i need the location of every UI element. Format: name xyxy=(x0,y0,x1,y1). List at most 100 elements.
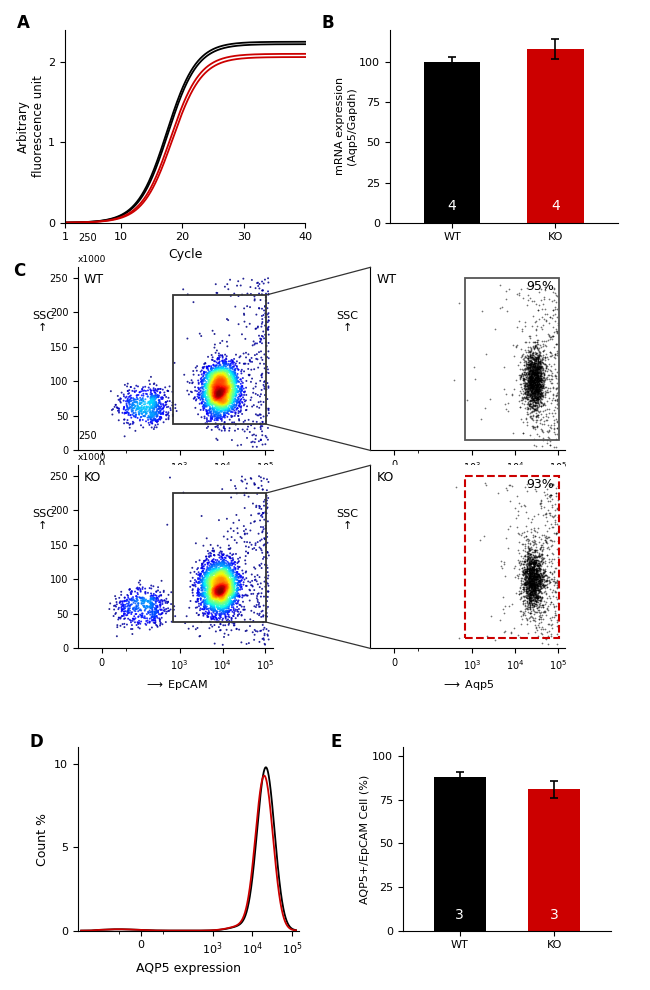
Point xyxy=(183,286,193,302)
Point xyxy=(215,586,226,602)
Point xyxy=(539,367,549,383)
Point xyxy=(524,566,534,582)
Point xyxy=(146,594,156,610)
Point xyxy=(209,387,219,403)
Point xyxy=(530,395,541,411)
Point xyxy=(548,329,558,345)
Point xyxy=(541,490,552,506)
Point xyxy=(523,553,534,569)
Point xyxy=(534,385,545,401)
Point xyxy=(230,380,240,396)
Point xyxy=(528,567,539,583)
Point xyxy=(534,387,544,403)
Point xyxy=(214,570,224,586)
Point xyxy=(535,564,545,580)
Point xyxy=(212,605,222,621)
Point xyxy=(532,369,543,385)
Point xyxy=(208,386,218,402)
Point xyxy=(530,543,541,558)
Point xyxy=(216,362,227,378)
Point xyxy=(214,422,224,438)
Point xyxy=(196,366,207,382)
Point xyxy=(216,390,226,406)
Point xyxy=(122,378,132,394)
Point xyxy=(257,282,267,298)
Point xyxy=(549,417,559,433)
Point xyxy=(109,608,119,624)
Point xyxy=(211,572,222,588)
Point xyxy=(202,568,213,584)
Point xyxy=(528,571,539,587)
Point xyxy=(530,586,540,602)
Point xyxy=(535,371,545,387)
Point xyxy=(526,581,536,597)
Point xyxy=(213,562,223,578)
Point xyxy=(536,366,546,382)
Point xyxy=(126,586,136,602)
Point xyxy=(220,365,230,381)
Point xyxy=(528,582,539,598)
Point xyxy=(211,572,222,588)
Point xyxy=(209,569,220,585)
Point xyxy=(154,411,164,427)
Point xyxy=(526,577,536,593)
Point xyxy=(222,366,232,382)
Point xyxy=(212,365,222,381)
Point xyxy=(219,579,229,595)
Point xyxy=(209,402,219,418)
Point xyxy=(215,598,226,614)
Point xyxy=(210,581,220,597)
Point xyxy=(227,354,238,370)
Point xyxy=(517,612,527,628)
Point xyxy=(146,605,156,621)
Point xyxy=(219,374,229,390)
Point xyxy=(529,582,539,598)
Point xyxy=(214,568,224,584)
Point xyxy=(214,394,224,410)
Point xyxy=(213,406,223,422)
Point xyxy=(218,393,228,409)
Point xyxy=(155,614,165,630)
Point xyxy=(203,565,214,581)
Point xyxy=(543,636,553,651)
Point xyxy=(216,570,226,586)
Point xyxy=(197,588,207,604)
Point xyxy=(216,609,226,625)
Point xyxy=(203,545,214,561)
Point xyxy=(218,587,229,603)
Point xyxy=(525,364,536,380)
Point xyxy=(235,380,246,396)
Point xyxy=(146,597,156,613)
Point xyxy=(214,566,225,582)
Point xyxy=(530,367,541,383)
Point xyxy=(225,356,235,372)
Point xyxy=(213,381,224,397)
Point xyxy=(531,368,541,384)
Point xyxy=(220,572,231,588)
Point xyxy=(204,554,214,570)
Point xyxy=(525,586,536,602)
Point xyxy=(220,379,230,395)
Point xyxy=(527,583,538,599)
Point xyxy=(215,399,226,415)
Point xyxy=(519,359,530,375)
Point xyxy=(526,378,536,394)
Point xyxy=(523,570,533,586)
Point xyxy=(212,593,222,609)
Point xyxy=(213,367,223,383)
Point xyxy=(535,359,545,375)
Point xyxy=(237,589,248,605)
Point xyxy=(522,548,532,564)
Point xyxy=(125,390,136,406)
Point xyxy=(209,590,220,606)
Point xyxy=(536,339,546,354)
Point xyxy=(200,377,211,393)
Point xyxy=(215,362,226,378)
Point xyxy=(224,373,234,389)
Point xyxy=(249,361,259,377)
Point xyxy=(532,555,542,571)
Point xyxy=(227,571,237,587)
Point xyxy=(210,578,220,594)
Point xyxy=(225,383,235,399)
Point xyxy=(524,563,534,579)
